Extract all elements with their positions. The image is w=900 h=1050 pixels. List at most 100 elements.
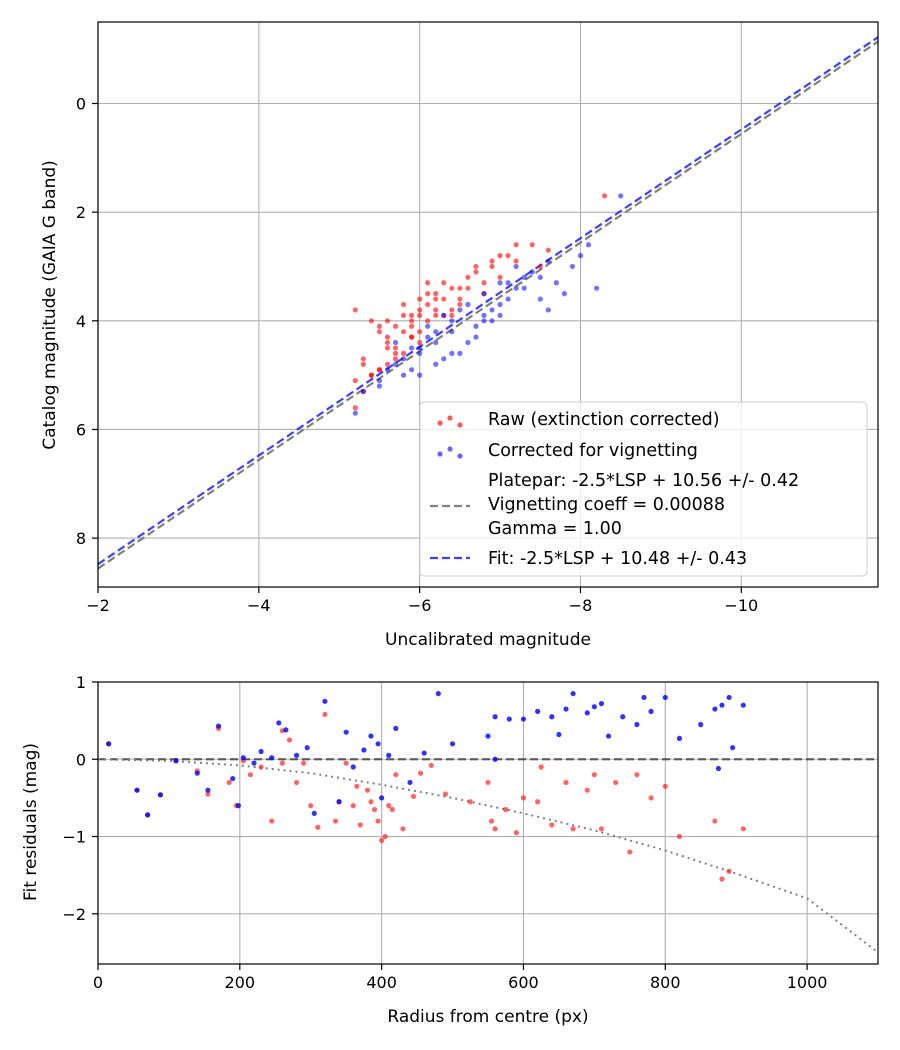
corrected-point: [521, 285, 527, 291]
corrected-point: [449, 329, 455, 335]
y-tick-label: −1: [62, 828, 86, 847]
corrected-residual-point: [563, 706, 569, 712]
corrected-point: [352, 410, 358, 416]
raw-point: [513, 258, 519, 264]
corrected-residual-point: [712, 706, 718, 712]
top-data-points: [352, 193, 624, 416]
corrected-point: [425, 334, 431, 340]
raw-residual-point: [648, 795, 654, 801]
raw-residual-point: [354, 783, 360, 789]
raw-residual-point: [393, 772, 399, 778]
corrected-residual-point: [379, 795, 385, 801]
corrected-residual-point: [173, 758, 179, 764]
corrected-residual-point: [698, 721, 704, 728]
corrected-residual-point: [740, 702, 746, 708]
raw-point: [441, 280, 447, 286]
corrected-point: [489, 318, 495, 324]
raw-point: [457, 285, 463, 291]
corrected-residual-point: [350, 764, 356, 770]
legend-label-raw: Raw (extinction corrected): [488, 410, 720, 430]
corrected-residual-point: [386, 752, 392, 758]
legend-marker-corrected: [447, 446, 453, 452]
raw-residual-point: [442, 791, 449, 797]
top-axis-ticks: −2 −4 −6 −8 −10 0 2 4 6 8: [76, 94, 758, 615]
corrected-point: [513, 285, 519, 291]
bottom-y-axis-label: Fit residuals (mag): [21, 743, 41, 901]
corrected-point: [465, 339, 471, 346]
corrected-residual-point: [276, 720, 282, 726]
corrected-residual-point: [194, 770, 200, 776]
raw-point: [400, 329, 407, 335]
y-tick-label: −2: [62, 905, 86, 924]
corrected-point: [577, 253, 584, 259]
corrected-residual-point: [304, 745, 310, 751]
raw-residual-point: [520, 795, 527, 801]
raw-point: [384, 361, 391, 367]
raw-residual-point: [293, 779, 300, 786]
corrected-residual-point: [492, 756, 498, 762]
corrected-point: [409, 367, 415, 373]
x-tick-label: −4: [247, 596, 271, 615]
raw-residual-point: [584, 787, 590, 793]
legend-label-gamma: Gamma = 1.00: [488, 519, 622, 539]
raw-residual-point: [315, 824, 321, 830]
raw-point: [473, 263, 479, 270]
legend-label-platepar: Platepar: -2.5*LSP + 10.56 +/- 0.42: [488, 471, 799, 491]
raw-residual-point: [286, 737, 293, 743]
raw-point: [368, 318, 375, 324]
corrected-point: [457, 307, 463, 313]
raw-point: [497, 253, 503, 259]
corrected-residual-point: [620, 714, 626, 720]
corrected-point: [569, 263, 576, 270]
raw-point: [368, 372, 375, 378]
raw-point: [352, 377, 358, 384]
raw-residual-point: [570, 826, 576, 832]
corrected-residual-point: [134, 787, 140, 793]
raw-point: [352, 405, 358, 411]
raw-point: [409, 334, 415, 340]
corrected-residual-point: [375, 741, 381, 747]
bottom-x-axis-label: Radius from centre (px): [387, 1007, 588, 1027]
raw-residual-point: [563, 779, 569, 786]
x-tick-label: −6: [408, 596, 432, 615]
raw-residual-point: [357, 822, 363, 828]
corrected-residual-point: [726, 694, 732, 701]
raw-point: [417, 296, 423, 302]
raw-residual-point: [308, 803, 314, 809]
raw-residual-point: [410, 793, 417, 799]
corrected-point: [529, 269, 535, 275]
corrected-residual-point: [368, 733, 374, 739]
corrected-residual-point: [676, 735, 683, 742]
corrected-point: [400, 372, 407, 378]
corrected-point: [497, 280, 503, 286]
y-tick-label: 4: [76, 312, 86, 331]
corrected-point: [457, 350, 463, 356]
corrected-residual-point: [421, 750, 427, 756]
raw-point: [489, 263, 495, 270]
corrected-residual-point: [520, 716, 527, 722]
top-plot-frame: [97, 21, 879, 588]
raw-point: [425, 301, 431, 308]
corrected-point: [449, 350, 455, 356]
corrected-residual-point: [157, 792, 163, 798]
y-tick-label: 0: [76, 94, 86, 113]
raw-residual-point: [634, 772, 640, 778]
corrected-point: [521, 274, 527, 280]
raw-residual-point: [322, 711, 328, 718]
corrected-point: [392, 339, 399, 346]
corrected-residual-point: [283, 727, 289, 733]
raw-point: [481, 280, 487, 286]
x-tick-label: 0: [93, 973, 103, 992]
y-tick-label: 1: [76, 673, 86, 692]
raw-residual-point: [382, 833, 388, 840]
raw-point: [537, 263, 543, 270]
corrected-residual-point: [106, 741, 112, 747]
raw-residual-point: [389, 806, 395, 813]
corrected-point: [537, 274, 543, 280]
raw-point: [601, 193, 608, 199]
raw-residual-point: [492, 826, 498, 832]
raw-point: [400, 301, 407, 308]
raw-point: [425, 280, 431, 286]
